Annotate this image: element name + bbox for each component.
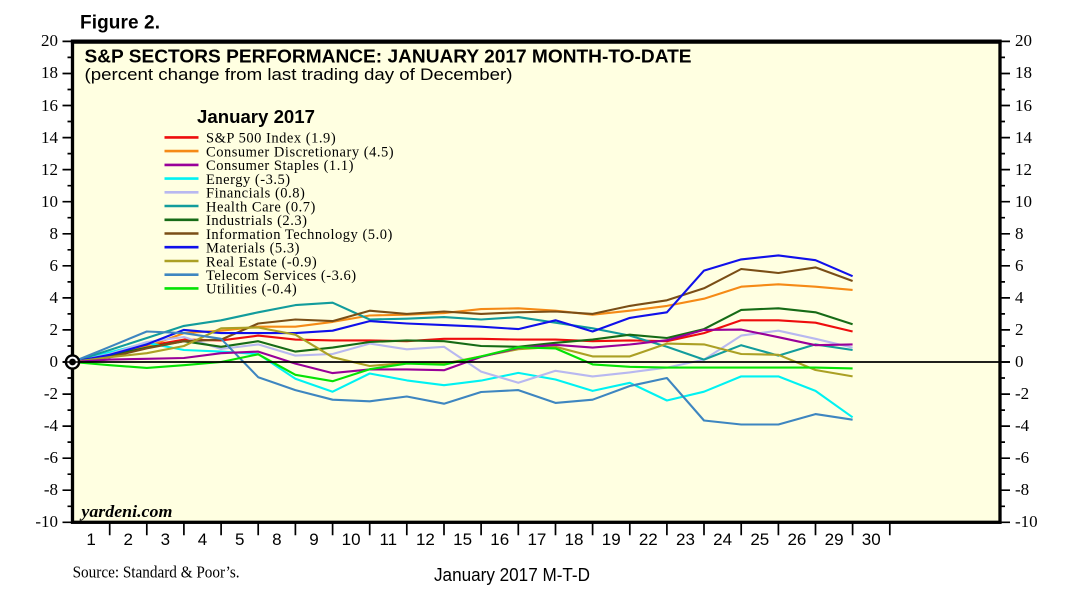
svg-text:Figure 2.: Figure 2. (80, 13, 160, 34)
svg-text:29: 29 (825, 530, 844, 549)
svg-text:-4: -4 (1015, 416, 1030, 435)
svg-text:16: 16 (490, 530, 509, 549)
svg-text:yardeni.com: yardeni.com (79, 502, 172, 521)
svg-text:16: 16 (41, 96, 58, 115)
svg-text:12: 12 (1015, 160, 1032, 179)
svg-text:-8: -8 (1015, 480, 1029, 499)
svg-text:24: 24 (713, 530, 732, 549)
svg-text:23: 23 (676, 530, 695, 549)
svg-text:January 2017 M-T-D: January 2017 M-T-D (434, 565, 590, 585)
svg-text:14: 14 (41, 128, 59, 147)
svg-text:22: 22 (639, 530, 658, 549)
svg-text:January 2017: January 2017 (197, 107, 315, 127)
svg-text:17: 17 (527, 530, 546, 549)
svg-text:Energy (-3.5): Energy (-3.5) (206, 172, 291, 188)
svg-text:1: 1 (86, 530, 95, 549)
svg-text:20: 20 (1015, 31, 1032, 50)
svg-text:15: 15 (453, 530, 472, 549)
svg-text:12: 12 (416, 530, 435, 549)
svg-text:5: 5 (235, 530, 244, 549)
svg-text:Utilities (-0.4): Utilities (-0.4) (206, 282, 297, 298)
svg-text:-2: -2 (1015, 384, 1029, 403)
svg-text:14: 14 (1015, 128, 1033, 147)
svg-text:Health Care (0.7): Health Care (0.7) (206, 199, 316, 215)
svg-text:4: 4 (198, 530, 207, 549)
svg-text:S&P 500 Index (1.9): S&P 500 Index (1.9) (206, 131, 336, 147)
svg-text:10: 10 (342, 530, 361, 549)
svg-text:Financials (0.8): Financials (0.8) (206, 186, 305, 202)
svg-text:12: 12 (41, 160, 58, 179)
svg-text:Information Technology (5.0): Information Technology (5.0) (206, 227, 393, 243)
svg-text:6: 6 (50, 256, 59, 275)
svg-text:11: 11 (379, 530, 397, 549)
svg-text:10: 10 (41, 192, 58, 211)
svg-text:Materials (5.3): Materials (5.3) (206, 241, 300, 257)
svg-text:(percent change from last trad: (percent change from last trading day of… (85, 65, 513, 84)
svg-text:18: 18 (1015, 63, 1032, 82)
svg-text:-10: -10 (35, 512, 58, 531)
svg-text:8: 8 (50, 224, 59, 243)
svg-text:-4: -4 (44, 416, 59, 435)
svg-text:8: 8 (1015, 224, 1024, 243)
svg-text:0: 0 (50, 352, 59, 371)
svg-text:-6: -6 (1015, 448, 1029, 467)
svg-text:20: 20 (41, 31, 58, 50)
svg-text:Consumer Staples (1.1): Consumer Staples (1.1) (206, 158, 354, 174)
svg-text:-6: -6 (44, 448, 58, 467)
svg-text:6: 6 (1015, 256, 1024, 275)
svg-text:-10: -10 (1015, 512, 1038, 531)
svg-text:Source: Standard & Poor’s.: Source: Standard & Poor’s. (73, 563, 240, 582)
svg-text:-8: -8 (44, 480, 58, 499)
svg-text:10: 10 (1015, 192, 1032, 211)
svg-text:2: 2 (123, 530, 132, 549)
svg-text:25: 25 (750, 530, 769, 549)
svg-text:30: 30 (862, 530, 881, 549)
svg-text:4: 4 (1015, 288, 1024, 307)
svg-text:Real Estate (-0.9): Real Estate (-0.9) (206, 254, 317, 270)
svg-text:18: 18 (565, 530, 584, 549)
svg-text:8: 8 (272, 530, 281, 549)
svg-text:2: 2 (1015, 320, 1024, 339)
svg-text:2: 2 (50, 320, 59, 339)
svg-text:9: 9 (309, 530, 318, 549)
svg-text:-2: -2 (44, 384, 58, 403)
svg-text:S&P SECTORS PERFORMANCE: JANUA: S&P SECTORS PERFORMANCE: JANUARY 2017 MO… (85, 47, 692, 67)
svg-text:Telecom Services (-3.6): Telecom Services (-3.6) (206, 268, 357, 284)
svg-text:4: 4 (50, 288, 59, 307)
svg-text:18: 18 (41, 63, 58, 82)
svg-text:Consumer Discretionary (4.5): Consumer Discretionary (4.5) (206, 144, 394, 160)
svg-text:19: 19 (602, 530, 621, 549)
svg-text:0: 0 (1015, 352, 1024, 371)
svg-text:Industrials (2.3): Industrials (2.3) (206, 213, 307, 229)
svg-text:3: 3 (161, 530, 170, 549)
svg-text:26: 26 (787, 530, 806, 549)
svg-text:16: 16 (1015, 96, 1032, 115)
